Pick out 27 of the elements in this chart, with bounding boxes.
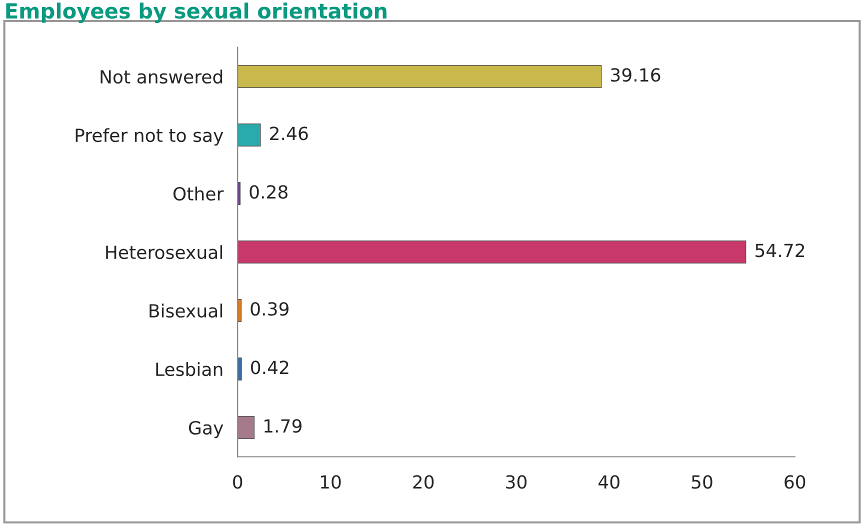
data-label: 0.39	[250, 302, 288, 316]
bar	[238, 240, 746, 264]
bar	[238, 65, 602, 88]
y-tick-label: Bisexual	[150, 304, 222, 318]
data-label: 0.28	[250, 185, 288, 199]
y-tick-label: Heterosexual	[106, 245, 222, 260]
bar	[238, 416, 255, 439]
x-tick-label: 60	[784, 475, 806, 489]
y-tick-label: Gay	[188, 420, 224, 438]
chart-title: Employees by sexual orientation	[6, 2, 386, 23]
x-tick-label: 50	[692, 475, 712, 489]
y-tick-label: Other	[173, 186, 224, 201]
y-tick-label: Not answered	[100, 70, 222, 84]
data-label: 39.16	[611, 68, 660, 82]
data-label: 1.79	[264, 419, 302, 433]
x-tick-label: 0	[233, 475, 242, 489]
x-tick-label: 20	[413, 475, 434, 489]
x-tick-label: 30	[506, 475, 527, 489]
data-label: 54.72	[756, 244, 804, 258]
bar	[238, 358, 242, 380]
y-tick-label: Prefer not to say	[76, 128, 224, 146]
y-tick-label: Lesbian	[156, 362, 222, 376]
x-tick-label: 40	[598, 475, 620, 489]
data-label: 0.42	[251, 360, 288, 374]
x-tick-label: 10	[320, 475, 341, 489]
data-label: 2.46	[270, 126, 308, 140]
bar	[238, 124, 261, 146]
